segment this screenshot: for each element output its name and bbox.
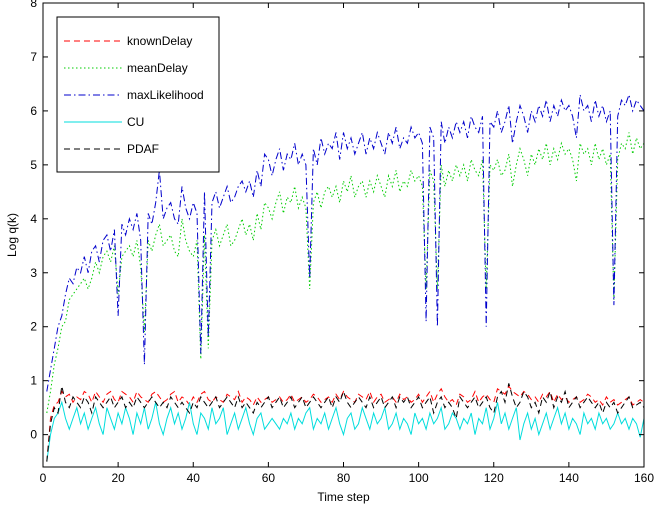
y-axis: 0 1 2 3 4 5 6 7 8 [30, 0, 644, 442]
legend-label-knownDelay: knownDelay [127, 34, 192, 48]
x-tick-label: 140 [559, 471, 579, 485]
y-tick-label: 6 [30, 104, 37, 118]
legend: knownDelay meanDelay maxLikelihood CU PDAF [56, 16, 220, 173]
x-tick-label: 120 [484, 471, 504, 485]
series-line-PDAF [46, 383, 645, 462]
x-tick-label: 40 [187, 471, 201, 485]
series-line-maxLikelihood [46, 92, 645, 392]
x-tick-label: 60 [262, 471, 276, 485]
x-tick-label: 80 [337, 471, 351, 485]
y-tick-label: 5 [30, 158, 37, 172]
y-tick-label: 8 [30, 0, 37, 10]
x-tick-label: 20 [111, 471, 125, 485]
x-tick-label: 0 [40, 471, 47, 485]
x-axis-label: Time step [317, 490, 370, 504]
y-tick-label: 1 [30, 374, 37, 388]
y-tick-label: 3 [30, 266, 37, 280]
y-tick-label: 2 [30, 320, 37, 334]
y-tick-label: 0 [30, 428, 37, 442]
y-tick-label: 7 [30, 50, 37, 64]
series-line-CU [46, 400, 645, 462]
series-line-knownDelay [46, 385, 645, 462]
legend-label-CU: CU [127, 115, 144, 129]
x-tick-label: 160 [634, 471, 654, 485]
legend-label-meanDelay: meanDelay [127, 61, 188, 75]
x-tick-label: 100 [409, 471, 429, 485]
legend-label-maxLikelihood: maxLikelihood [127, 88, 204, 102]
series-layer [46, 92, 645, 462]
x-axis: 0 20 40 60 80 100 120 140 160 [40, 3, 654, 485]
y-axis-label: Log q(k) [5, 213, 19, 257]
legend-label-PDAF: PDAF [127, 142, 159, 156]
y-tick-label: 4 [30, 212, 37, 226]
